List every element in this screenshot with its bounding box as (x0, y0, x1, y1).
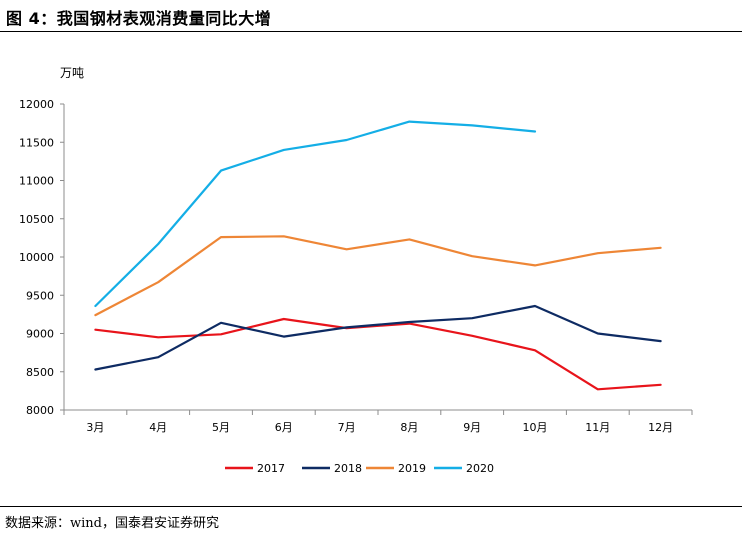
y-tick-label: 9000 (26, 328, 54, 341)
legend-label-2020: 2020 (466, 462, 494, 475)
y-unit-label: 万吨 (60, 66, 84, 80)
y-axis: 8000 8500 9000 9500 10000 10500 11000 11500 1200… (19, 98, 65, 417)
series-line-2019 (94, 235, 662, 317)
legend-label-2017: 2017 (257, 462, 285, 475)
line-chart: 万吨 8000 8500 9000 9500 10000 10500 11000 11500 1… (19, 66, 693, 475)
top-rule (0, 31, 742, 32)
series-line-2020 (94, 120, 537, 308)
bottom-rule (0, 506, 742, 507)
legend-label-2019: 2019 (398, 462, 426, 475)
series-lines (94, 120, 662, 391)
y-tick-label: 10000 (19, 251, 54, 264)
figure-header: 图 4：我国钢材表观消费量同比大增 (0, 0, 742, 32)
x-tick-label: 8月 (400, 421, 418, 434)
y-tick-label: 12000 (19, 98, 54, 111)
legend: 2017 2018 2019 2020 (225, 462, 494, 475)
y-tick-label: 10500 (19, 213, 54, 226)
x-tick-label: 5月 (212, 421, 230, 434)
x-tick-label: 6月 (275, 421, 293, 434)
y-tick-label: 11000 (19, 175, 54, 188)
x-tick-label: 4月 (149, 421, 167, 434)
x-tick-label: 3月 (86, 421, 104, 434)
x-axis: 3月 4月 5月 6月 7月 8月 9月 10月 11月 12月 (63, 409, 693, 434)
x-tick-label: 11月 (585, 421, 610, 434)
figure-title: 图 4：我国钢材表观消费量同比大增 (6, 9, 272, 28)
source-note: 数据来源：wind，国泰君安证券研究 (5, 516, 219, 531)
legend-label-2018: 2018 (334, 462, 362, 475)
x-tick-label: 9月 (463, 421, 481, 434)
x-tick-label: 12月 (648, 421, 673, 434)
x-tick-label: 10月 (523, 421, 548, 434)
y-tick-label: 11500 (19, 136, 54, 149)
series-line-2017 (94, 317, 662, 391)
x-tick-label: 7月 (338, 421, 356, 434)
series-line-2018 (94, 304, 662, 371)
y-tick-label: 9500 (26, 289, 54, 302)
y-tick-label: 8500 (26, 366, 54, 379)
y-tick-label: 8000 (26, 404, 54, 417)
